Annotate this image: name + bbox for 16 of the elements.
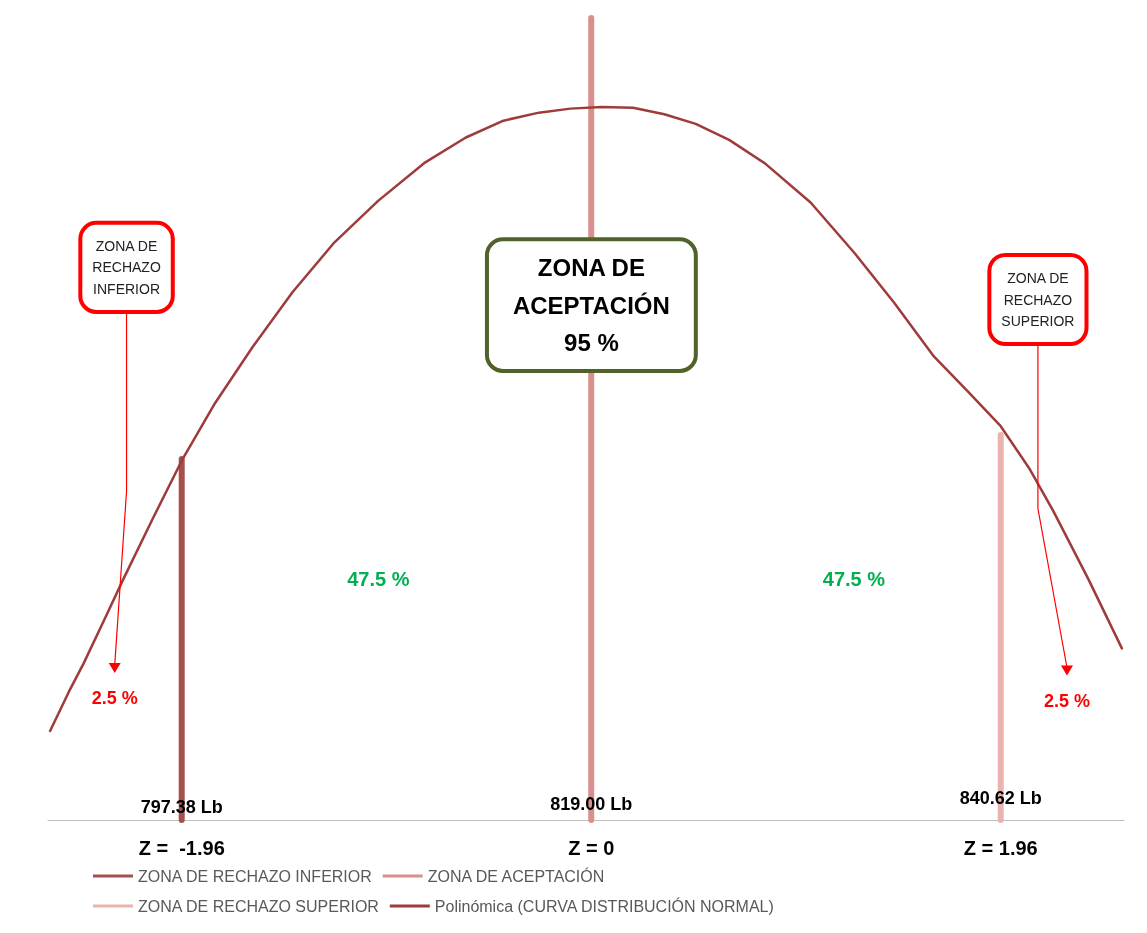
legend-label: ZONA DE ACEPTACIÓN	[427, 866, 605, 885]
annotation: 840.62 Lb	[959, 788, 1042, 809]
annotation: ZONA DE RECHAZO SUPERIOR	[1001, 269, 1075, 330]
annotation: ZONA DE ACEPTACIÓN 95 %	[512, 254, 670, 356]
annotation: 2.5 %	[91, 688, 138, 709]
annotation: 2.5 %	[1043, 690, 1090, 711]
annotation: ZONA DE RECHAZO INFERIOR	[92, 237, 161, 298]
x-tick-label: Z = 1.96	[963, 837, 1038, 859]
annotation: 47.5 %	[347, 568, 410, 591]
x-tick-label: Z = -1.96	[138, 837, 225, 859]
legend-label: Polinómica (CURVA DISTRIBUCIÓN NORMAL)	[434, 896, 774, 915]
annotation: 819.00 Lb	[550, 793, 633, 814]
legend-label: ZONA DE RECHAZO INFERIOR	[138, 867, 372, 885]
x-tick-label: Z = 0	[568, 837, 615, 859]
legend-label: ZONA DE RECHAZO SUPERIOR	[138, 897, 379, 915]
annotation: 47.5 %	[822, 568, 886, 591]
